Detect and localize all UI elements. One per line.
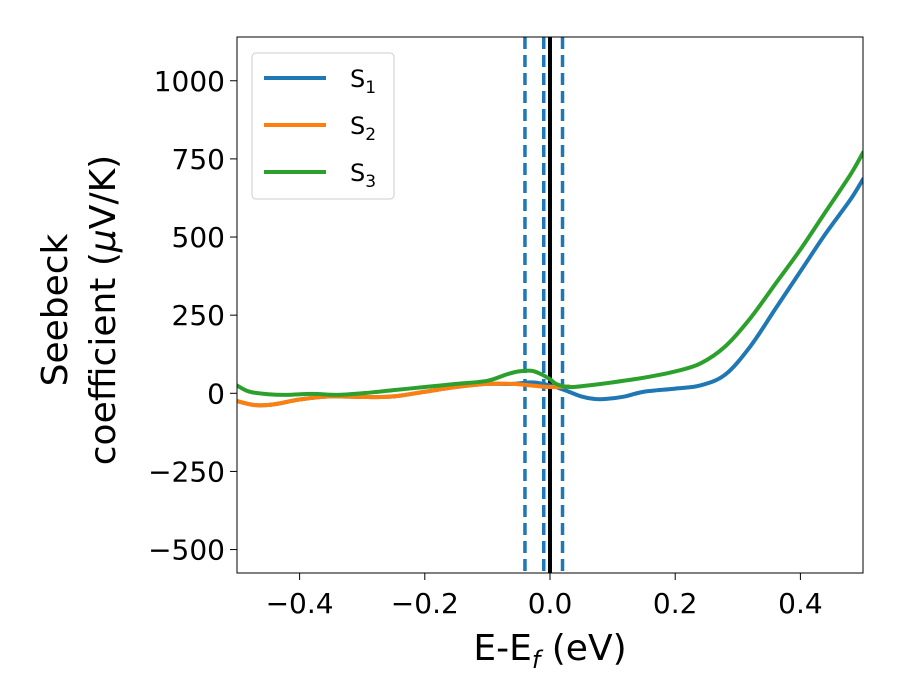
y-axis-title-mu: μ [83,229,124,253]
x-tick-label: 0.2 [653,587,698,620]
y-tick-label: 750 [172,143,225,176]
x-axis-title-main: E-E [473,628,531,669]
series-line-s3 [237,150,863,397]
y-tick-label: −250 [148,455,225,488]
y-axis-title-line1: Seebeck [35,233,76,386]
y-tick-label: 250 [172,299,225,332]
legend-label-s2: S2 [350,112,376,145]
legend: S1 S2 S3 [251,52,395,200]
y-tick-label: 1000 [154,65,225,98]
y-axis-title-unit: V/K) [83,155,124,229]
x-tick-label: 0.4 [778,587,823,620]
y-tick-label: −500 [148,534,225,567]
series-line-s2 [237,381,571,408]
y-tick-label: 500 [172,221,225,254]
plot-area [237,37,863,573]
y-axis-title-text: coefficient ( [83,252,124,465]
x-tick-label: 0.0 [528,587,573,620]
y-axis-title-line2: coefficient (μV/K) [83,155,124,465]
x-axis-title: E-Ef (eV) [473,628,626,674]
x-axis-title-unit: (eV) [540,628,626,669]
y-axis-title: Seebeck coefficient (μV/K) [35,155,124,465]
axis-ticks: −0.4 −0.2 0.0 0.2 0.4 −500 −250 0 250 500 750 1000 [148,65,823,620]
y-tick-label: 0 [207,377,225,410]
legend-label-s3: S3 [350,159,376,192]
x-tick-label: −0.4 [266,587,334,620]
legend-label-s1: S1 [350,65,376,98]
x-tick-label: −0.2 [391,587,459,620]
